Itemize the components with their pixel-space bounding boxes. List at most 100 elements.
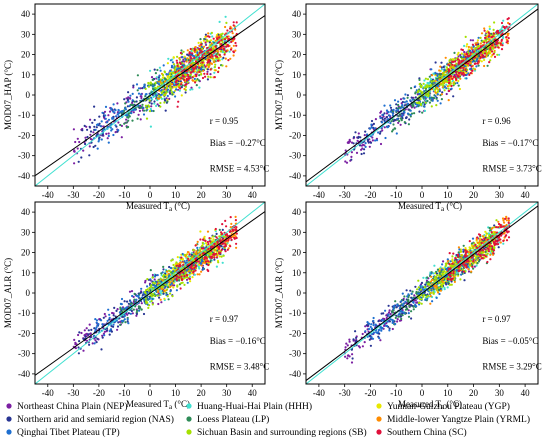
- scatter-point: [456, 81, 459, 85]
- scatter-point: [346, 357, 349, 360]
- scatter-point: [135, 96, 138, 99]
- scatter-point: [463, 50, 466, 54]
- scatter-point: [191, 54, 195, 57]
- scatter-point: [133, 298, 136, 301]
- scatter-point: [190, 68, 193, 71]
- y-tick-label: -30: [18, 151, 30, 161]
- y-tick-label: 30: [21, 29, 31, 39]
- scatter-point: [72, 128, 75, 131]
- scatter-point: [172, 270, 175, 273]
- scatter-point: [224, 25, 227, 29]
- scatter-point: [91, 342, 94, 345]
- scatter-point: [151, 276, 154, 279]
- scatter-point: [181, 278, 184, 282]
- scatter-point: [93, 118, 96, 122]
- scatter-point: [235, 44, 238, 47]
- scatter-point: [157, 302, 160, 306]
- scatter-point: [488, 61, 491, 64]
- scatter-point: [505, 41, 508, 44]
- scatter-point: [192, 264, 195, 267]
- scatter-point: [232, 24, 235, 27]
- scatter-point: [395, 103, 398, 106]
- scatter-point: [477, 60, 480, 63]
- y-tick-label: -10: [18, 308, 30, 318]
- scatter-point: [220, 50, 223, 53]
- scatter-point: [475, 264, 478, 267]
- scatter-point: [427, 92, 430, 95]
- scatter-point: [500, 39, 503, 43]
- scatter-point: [182, 271, 185, 274]
- scatter-point: [74, 341, 77, 344]
- scatter-point: [149, 269, 152, 272]
- scatter-point: [179, 87, 182, 90]
- scatter-point: [137, 87, 141, 90]
- scatter-point: [483, 58, 486, 62]
- scatter-point: [93, 125, 96, 128]
- scatter-point: [181, 258, 184, 261]
- scatter-point: [159, 277, 162, 280]
- scatter-point: [204, 256, 207, 259]
- scatter-point: [164, 109, 167, 112]
- scatter-point: [180, 275, 183, 278]
- scatter-point: [115, 309, 118, 312]
- scatter-point: [500, 21, 504, 25]
- scatter-point: [350, 158, 353, 161]
- scatter-point: [409, 99, 412, 102]
- scatter-point: [151, 292, 155, 296]
- scatter-point: [235, 232, 238, 235]
- scatter-point: [383, 126, 386, 129]
- scatter-point: [444, 70, 447, 73]
- scatter-point: [197, 41, 200, 45]
- scatter-point: [119, 123, 122, 127]
- scatter-point: [156, 274, 159, 277]
- scatter-point: [488, 25, 491, 28]
- scatter-point: [158, 83, 161, 86]
- scatter-point: [226, 43, 229, 47]
- scatter-point: [103, 312, 106, 316]
- scatter-point: [159, 101, 162, 105]
- scatter-point: [160, 91, 163, 94]
- scatter-point: [185, 60, 188, 63]
- scatter-point: [145, 93, 148, 96]
- scatter-point: [142, 312, 146, 316]
- scatter-point: [452, 95, 455, 98]
- scatter-point: [466, 54, 469, 57]
- scatter-point: [92, 131, 95, 134]
- scatter-point: [173, 284, 176, 287]
- scatter-point: [180, 65, 183, 68]
- scatter-point: [186, 49, 189, 52]
- scatter-point: [221, 228, 224, 231]
- scatter-point: [442, 73, 445, 76]
- scatter-point: [140, 93, 143, 96]
- scatter-point: [74, 140, 77, 144]
- scatter-point: [204, 254, 208, 257]
- scatter-point: [166, 85, 169, 88]
- scatter-point: [389, 110, 392, 113]
- scatter-point: [176, 55, 179, 58]
- scatter-point: [424, 89, 427, 92]
- scatter-point: [413, 299, 416, 302]
- scatter-point: [430, 80, 433, 83]
- scatter-point: [461, 57, 464, 60]
- scatter-point: [153, 284, 156, 287]
- scatter-point: [133, 292, 136, 295]
- scatter-point: [209, 68, 212, 71]
- scatter-point: [198, 86, 201, 89]
- scatter-point: [191, 79, 194, 82]
- scatter-point: [84, 335, 87, 338]
- scatter-point: [397, 106, 400, 109]
- scatter-point: [214, 39, 217, 42]
- x-tick-label: -30: [67, 190, 79, 200]
- scatter-point: [196, 246, 199, 249]
- scatter-point: [442, 82, 445, 85]
- scatter-point: [95, 321, 98, 324]
- scatter-point: [142, 85, 146, 88]
- scatter-point: [221, 64, 224, 67]
- scatter-point: [158, 296, 161, 299]
- scatter-point: [484, 39, 487, 42]
- scatter-point: [435, 104, 438, 107]
- scatter-point: [165, 73, 168, 76]
- scatter-point: [104, 105, 108, 108]
- scatter-point: [235, 21, 238, 24]
- scatter-point: [344, 149, 347, 152]
